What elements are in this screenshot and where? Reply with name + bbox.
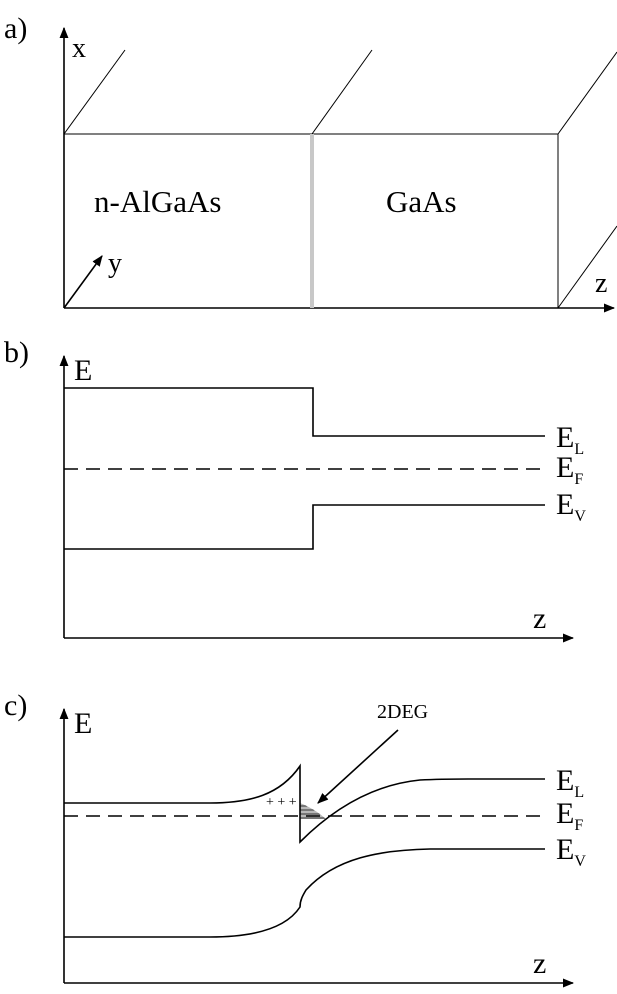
axis-e-label: E	[74, 707, 92, 740]
conduction-band-line	[64, 387, 545, 437]
2deg-pointer-arrow	[317, 729, 399, 804]
layer-label-n-algaas: n-AlGaAs	[94, 184, 221, 219]
level-label-el: EL	[556, 421, 584, 458]
panel-a-label: a)	[4, 12, 27, 45]
axis-z-label: z	[533, 947, 546, 980]
depth-edge-1	[63, 49, 126, 135]
depth-edge-3	[557, 51, 617, 135]
conduction-band-curve	[64, 763, 545, 844]
2deg-label: 2DEG	[377, 701, 428, 723]
valence-band-line	[64, 504, 545, 550]
axis-e-label: E	[74, 354, 92, 387]
level-label-ef: EF	[556, 451, 583, 488]
axis-x-label: x	[72, 33, 86, 64]
level-label-ef: EF	[556, 797, 583, 834]
panel-b: b) E z EL EF EV	[4, 336, 586, 643]
level-label-ev: EV	[556, 833, 586, 870]
axis-z-label: z	[533, 602, 546, 635]
positive-charges: + + +	[266, 795, 297, 810]
panel-b-label: b)	[4, 336, 29, 369]
panel-c: c) E z + + + 2DEG EL EF EV	[4, 689, 586, 988]
2deg-well	[300, 803, 326, 819]
layer-label-gaas: GaAs	[386, 184, 457, 219]
depth-edge-2	[311, 49, 373, 135]
axis-z-label: z	[595, 268, 607, 299]
axis-y-label: y	[108, 248, 122, 279]
depth-edge-4	[557, 225, 617, 309]
valence-band-curve	[64, 848, 545, 938]
panel-a: a) x y z n-AlGaAs GaAs	[4, 12, 617, 313]
level-label-el: EL	[556, 764, 584, 801]
level-label-ev: EV	[556, 488, 586, 525]
panel-c-label: c)	[4, 689, 27, 722]
y-axis-arrow	[63, 255, 103, 309]
